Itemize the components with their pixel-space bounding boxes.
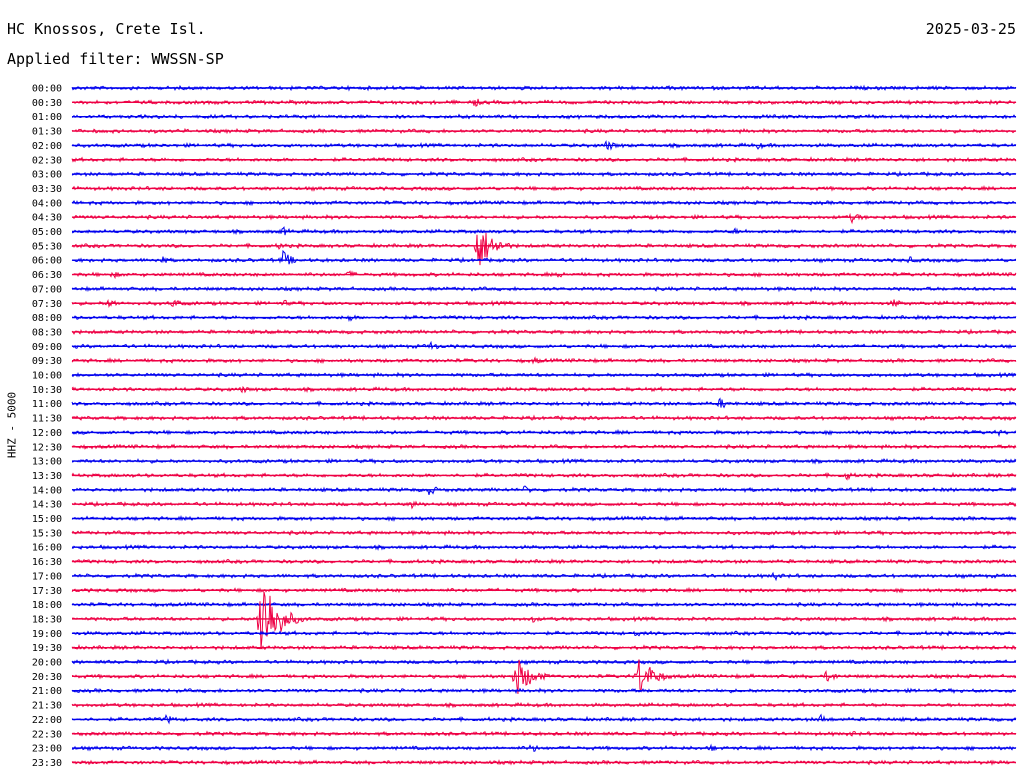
row-time-label: 17:00 bbox=[32, 571, 62, 582]
row-time-label: 02:30 bbox=[32, 155, 62, 166]
row-time-label: 13:00 bbox=[32, 457, 62, 468]
row-time-label: 23:00 bbox=[32, 744, 62, 755]
row-time-label: 07:00 bbox=[32, 284, 62, 295]
row-time-label: 18:30 bbox=[32, 614, 62, 625]
row-time-label: 19:00 bbox=[32, 629, 62, 640]
trace-row bbox=[71, 500, 1017, 510]
row-time-label: 03:00 bbox=[32, 170, 62, 181]
row-time-label: 14:00 bbox=[32, 485, 62, 496]
row-time-label: 01:00 bbox=[32, 112, 62, 123]
row-time-label: 01:30 bbox=[32, 127, 62, 138]
channel-label: HHZ - 5000 bbox=[5, 391, 19, 459]
row-time-label: 15:30 bbox=[32, 528, 62, 539]
row-time-label: 21:30 bbox=[32, 701, 62, 712]
trace-row bbox=[71, 471, 1017, 481]
row-time-label: 03:30 bbox=[32, 184, 62, 195]
row-time-label: 15:00 bbox=[32, 514, 62, 525]
row-time-label: 00:30 bbox=[32, 98, 62, 109]
row-time-label: 04:30 bbox=[32, 213, 62, 224]
row-time-label: 22:00 bbox=[32, 715, 62, 726]
row-time-label: 00:00 bbox=[32, 84, 62, 95]
row-time-label: 18:00 bbox=[32, 600, 62, 611]
trace-row bbox=[71, 212, 1017, 225]
row-time-label: 16:30 bbox=[32, 557, 62, 568]
row-time-label: 05:00 bbox=[32, 227, 62, 238]
row-time-label: 04:00 bbox=[32, 198, 62, 209]
row-time-label: 21:00 bbox=[32, 686, 62, 697]
row-time-label: 20:00 bbox=[32, 658, 62, 669]
row-time-label: 10:00 bbox=[32, 371, 62, 382]
row-time-label: 10:30 bbox=[32, 385, 62, 396]
row-time-label: 12:30 bbox=[32, 442, 62, 453]
row-time-label: 17:30 bbox=[32, 586, 62, 597]
filter-label: Applied filter: WWSSN-SP bbox=[7, 50, 224, 68]
row-time-label: 22:30 bbox=[32, 729, 62, 740]
row-time-label: 20:30 bbox=[32, 672, 62, 683]
row-time-label: 14:30 bbox=[32, 500, 62, 511]
row-time-label: 13:30 bbox=[32, 471, 62, 482]
row-time-label: 12:00 bbox=[32, 428, 62, 439]
row-time-label: 09:30 bbox=[32, 356, 62, 367]
record-date: 2025-03-25 bbox=[925, 20, 1016, 38]
row-time-label: 11:30 bbox=[32, 414, 62, 425]
row-time-label: 08:30 bbox=[32, 327, 62, 338]
row-time-label: 02:00 bbox=[32, 141, 62, 152]
row-time-label: 09:00 bbox=[32, 342, 62, 353]
row-time-label: 19:30 bbox=[32, 643, 62, 654]
row-time-label: 08:00 bbox=[32, 313, 62, 324]
station-name: HC Knossos, Crete Isl. bbox=[7, 20, 206, 38]
trace-row bbox=[71, 591, 1017, 649]
row-time-label: 06:30 bbox=[32, 270, 62, 281]
trace-row bbox=[71, 340, 1017, 351]
row-time-label: 16:00 bbox=[32, 543, 62, 554]
row-time-label: 11:00 bbox=[32, 399, 62, 410]
row-time-label: 05:30 bbox=[32, 241, 62, 252]
trace-row bbox=[71, 170, 1017, 178]
row-time-label: 23:30 bbox=[32, 758, 62, 769]
row-time-label: 07:30 bbox=[32, 299, 62, 310]
trace-row bbox=[71, 249, 1017, 265]
row-time-label: 06:00 bbox=[32, 256, 62, 267]
